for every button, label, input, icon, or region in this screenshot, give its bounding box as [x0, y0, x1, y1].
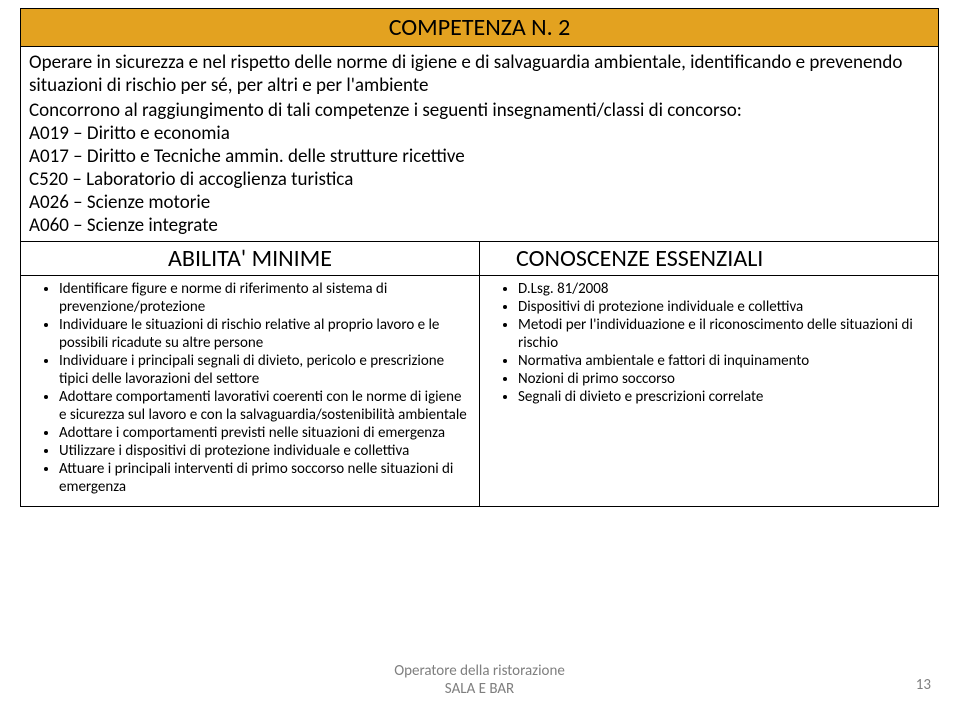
- competency-header: COMPETENZA N. 2: [21, 9, 939, 47]
- conoscenze-title: CONOSCENZE ESSENZIALI: [516, 244, 763, 273]
- list-item: Adottare i comportamenti previsti nelle …: [59, 424, 469, 442]
- conoscenze-header: CONOSCENZE ESSENZIALI: [480, 242, 939, 276]
- list-item: Segnali di divieto e prescrizioni correl…: [518, 388, 928, 406]
- footer-line2: SALA E BAR: [0, 680, 959, 698]
- course-3: A026 – Scienze motorie: [29, 191, 930, 214]
- competency-table: COMPETENZA N. 2 Operare in sicurezza e n…: [20, 8, 939, 507]
- course-0: A019 – Diritto e economia: [29, 122, 930, 145]
- list-item: Attuare i principali interventi di primo…: [59, 460, 469, 496]
- conoscenze-cell: D.Lsg. 81/2008 Dispositivi di protezione…: [480, 276, 939, 507]
- list-item: Individuare le situazioni di rischio rel…: [59, 316, 469, 352]
- footer-line1: Operatore della ristorazione: [0, 662, 959, 680]
- conoscenze-list: D.Lsg. 81/2008 Dispositivi di protezione…: [490, 280, 928, 406]
- abilita-list: Identificare figure e norme di riferimen…: [31, 280, 469, 496]
- intro-description: Operare in sicurezza e nel rispetto dell…: [29, 51, 930, 97]
- course-4: A060 – Scienze integrate: [29, 214, 930, 237]
- abilita-cell: Identificare figure e norme di riferimen…: [21, 276, 480, 507]
- list-item: Identificare figure e norme di riferimen…: [59, 280, 469, 316]
- footer: Operatore della ristorazione SALA E BAR: [0, 662, 959, 698]
- course-2: C520 – Laboratorio di accoglienza turist…: [29, 168, 930, 191]
- abilita-header: ABILITA' MINIME: [21, 242, 480, 276]
- list-item: Utilizzare i dispositivi di protezione i…: [59, 442, 469, 460]
- page-number: 13: [916, 676, 931, 694]
- header-title: COMPETENZA N. 2: [389, 13, 571, 42]
- competenze-lead: Concorrono al raggiungimento di tali com…: [29, 99, 930, 122]
- list-item: Metodi per l'individuazione e il riconos…: [518, 316, 928, 352]
- list-item: D.Lsg. 81/2008: [518, 280, 928, 298]
- intro-cell: Operare in sicurezza e nel rispetto dell…: [21, 47, 939, 242]
- list-item: Dispositivi di protezione individuale e …: [518, 298, 928, 316]
- course-1: A017 – Diritto e Tecniche ammin. delle s…: [29, 145, 930, 168]
- abilita-title: ABILITA' MINIME: [168, 244, 332, 273]
- list-item: Adottare comportamenti lavorativi coeren…: [59, 388, 469, 424]
- list-item: Individuare i principali segnali di divi…: [59, 352, 469, 388]
- list-item: Nozioni di primo soccorso: [518, 370, 928, 388]
- list-item: Normativa ambientale e fattori di inquin…: [518, 352, 928, 370]
